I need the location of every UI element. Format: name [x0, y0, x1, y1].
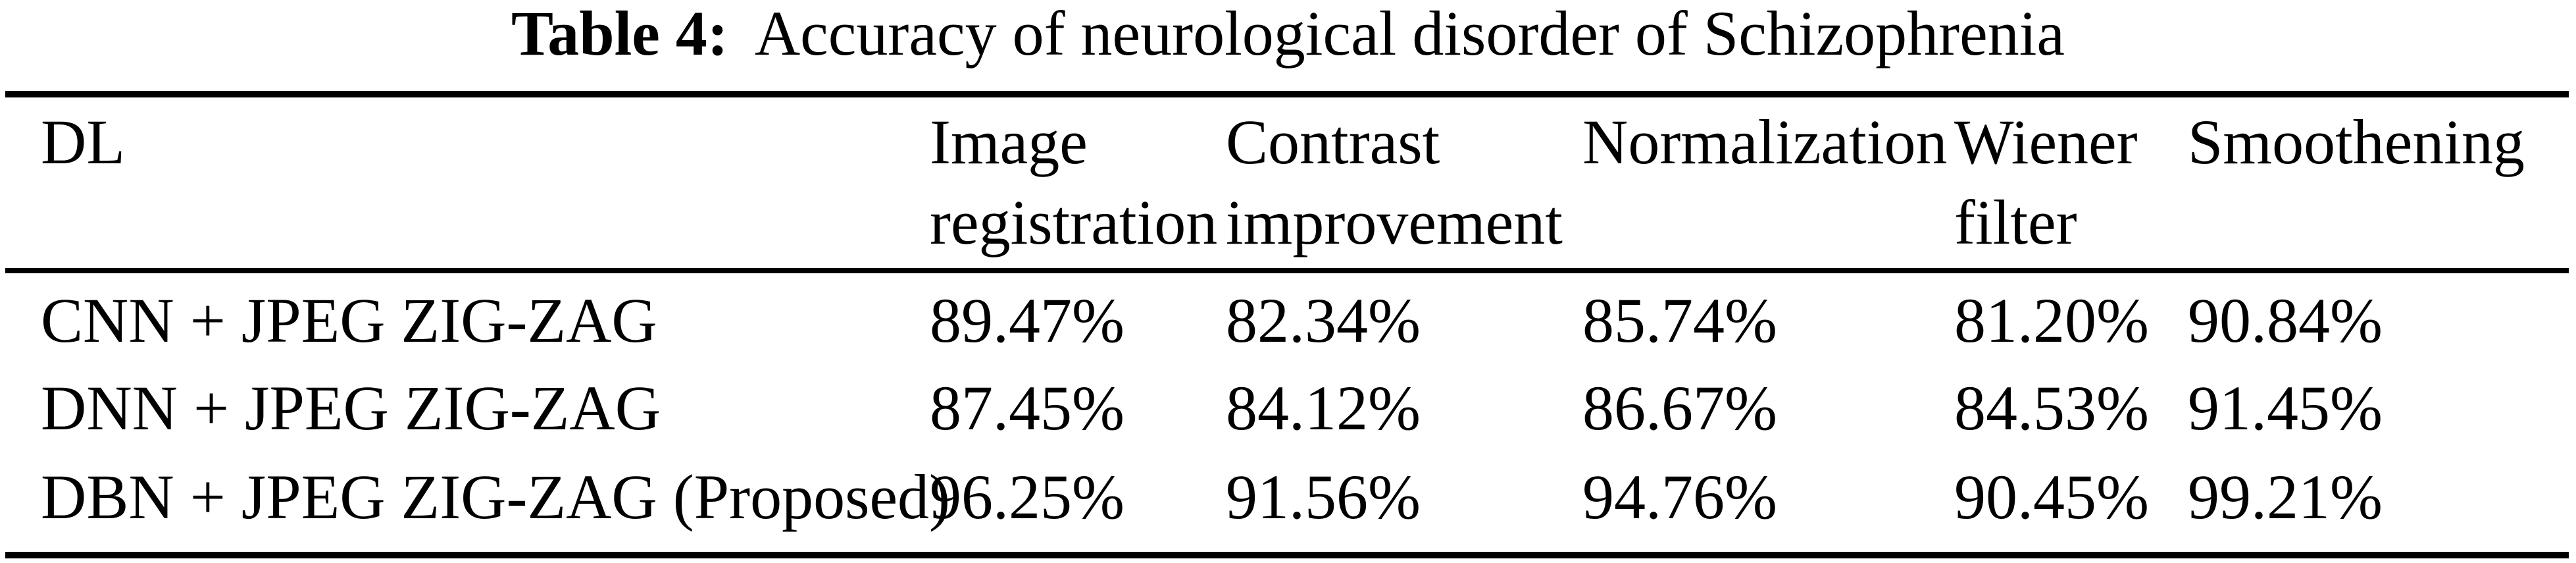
accuracy-value: 91.56%	[1226, 462, 1421, 532]
accuracy-value: 84.53%	[1954, 373, 2149, 443]
accuracy-value: 99.21%	[2188, 462, 2383, 532]
accuracy-value: 87.45%	[930, 373, 1124, 443]
table-caption: Table 4: Accuracy of neurological disorde…	[0, 0, 2576, 72]
accuracy-value: 86.67%	[1582, 373, 1777, 443]
table-top-rule	[5, 91, 2569, 97]
table-bottom-rule	[5, 552, 2569, 558]
table-caption-text: Accuracy of neurological disorder of Sch…	[754, 0, 2065, 68]
accuracy-value: 89.47%	[930, 285, 1124, 356]
accuracy-value: 90.45%	[1954, 462, 2149, 532]
header-cell-smoothening: Smoothening	[2188, 107, 2525, 177]
accuracy-value: 90.84%	[2188, 285, 2383, 356]
row-label-dbn-proposed: DBN + JPEG ZIG-ZAG (Proposed)	[41, 462, 951, 532]
accuracy-value: 85.74%	[1582, 285, 1777, 356]
accuracy-value: 91.45%	[2188, 373, 2383, 443]
header-cell-wiener-filter: Wiener filter	[1954, 107, 2138, 257]
header-cell-image-registration: Image registration	[930, 107, 1218, 257]
table-caption-number: Table 4:	[511, 0, 728, 68]
header-cell-normalization: Normalization	[1582, 107, 1948, 177]
header-cell-contrast-improvement: Contrast improvement	[1226, 107, 1563, 257]
accuracy-value: 81.20%	[1954, 285, 2149, 356]
row-label-dnn: DNN + JPEG ZIG-ZAG	[41, 373, 661, 443]
header-cell-dl: DL	[41, 107, 125, 177]
accuracy-value: 84.12%	[1226, 373, 1421, 443]
accuracy-value: 94.76%	[1582, 462, 1777, 532]
row-label-cnn: CNN + JPEG ZIG-ZAG	[41, 285, 657, 356]
accuracy-value: 82.34%	[1226, 285, 1421, 356]
accuracy-value: 96.25%	[930, 462, 1124, 532]
table-header-rule	[5, 268, 2569, 273]
